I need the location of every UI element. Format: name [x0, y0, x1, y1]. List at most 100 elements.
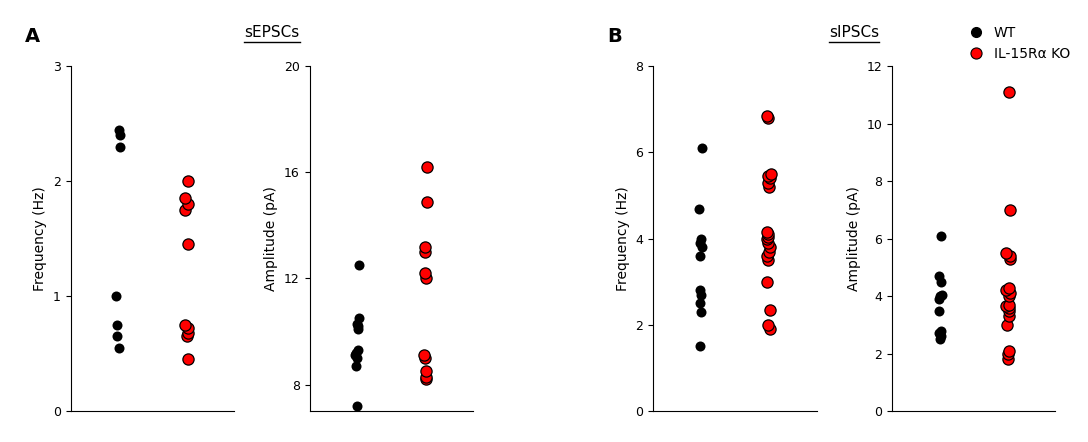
Point: [759, 257, 777, 264]
Point: [691, 343, 708, 350]
Point: [931, 307, 949, 314]
Point: [759, 231, 777, 238]
Point: [759, 321, 777, 328]
Point: [690, 205, 707, 212]
Point: [759, 114, 777, 122]
Point: [347, 349, 364, 356]
Point: [417, 243, 434, 250]
Point: [349, 323, 367, 330]
Point: [108, 293, 125, 300]
Y-axis label: Frequency (Hz): Frequency (Hz): [616, 187, 630, 291]
Point: [999, 321, 1016, 328]
Point: [110, 344, 127, 351]
Point: [180, 178, 197, 185]
Point: [180, 325, 197, 332]
Point: [758, 252, 776, 259]
Point: [348, 354, 366, 362]
Point: [762, 244, 779, 251]
Point: [692, 291, 709, 298]
Point: [178, 333, 196, 340]
Point: [693, 244, 710, 251]
Point: [348, 402, 366, 409]
Point: [998, 249, 1015, 256]
Point: [930, 330, 948, 337]
Point: [417, 354, 434, 362]
Point: [692, 309, 709, 316]
Point: [178, 201, 196, 208]
Point: [691, 300, 708, 307]
Point: [999, 350, 1016, 357]
Point: [758, 112, 776, 119]
Point: [692, 252, 709, 259]
Point: [932, 333, 950, 340]
Point: [1001, 290, 1018, 297]
Point: [691, 287, 708, 294]
Point: [110, 126, 127, 133]
Point: [1001, 293, 1018, 300]
Point: [178, 356, 196, 363]
Point: [176, 321, 194, 328]
Point: [758, 229, 776, 236]
Point: [416, 352, 433, 359]
Point: [759, 248, 777, 255]
Point: [759, 173, 777, 180]
Y-axis label: Frequency (Hz): Frequency (Hz): [34, 187, 48, 291]
Point: [1000, 313, 1017, 320]
Point: [108, 321, 125, 328]
Point: [349, 325, 367, 332]
Point: [176, 206, 194, 213]
Point: [931, 293, 949, 300]
Point: [180, 241, 197, 248]
Point: [350, 315, 368, 322]
Point: [111, 143, 128, 150]
Point: [758, 235, 776, 242]
Point: [419, 164, 436, 171]
Point: [418, 368, 435, 375]
Y-axis label: Amplitude (pA): Amplitude (pA): [846, 186, 861, 291]
Text: sIPSCs: sIPSCs: [829, 25, 879, 40]
Point: [932, 291, 950, 298]
Text: sEPSCs: sEPSCs: [245, 25, 299, 40]
Point: [1001, 284, 1018, 291]
Point: [997, 287, 1014, 294]
Point: [931, 336, 949, 343]
Point: [418, 198, 435, 205]
Point: [692, 235, 709, 242]
Point: [176, 195, 194, 202]
Point: [1000, 301, 1017, 309]
Point: [761, 183, 778, 191]
Point: [349, 347, 367, 354]
Point: [1000, 307, 1017, 314]
Point: [111, 132, 128, 139]
Point: [759, 233, 777, 240]
Point: [417, 270, 434, 277]
Point: [1000, 347, 1017, 354]
Point: [1001, 206, 1018, 213]
Point: [759, 179, 777, 186]
Point: [416, 248, 433, 255]
Point: [418, 275, 435, 282]
Legend: WT, IL-15Rα KO: WT, IL-15Rα KO: [956, 20, 1076, 66]
Point: [418, 373, 435, 380]
Point: [762, 306, 779, 313]
Point: [930, 272, 948, 280]
Point: [348, 320, 366, 327]
Point: [350, 262, 368, 269]
Point: [998, 303, 1015, 310]
Point: [1001, 88, 1018, 96]
Point: [180, 329, 197, 336]
Point: [348, 362, 366, 370]
Point: [109, 333, 126, 340]
Point: [930, 296, 948, 303]
Point: [932, 327, 950, 334]
Point: [693, 145, 710, 152]
Point: [1001, 252, 1018, 259]
Point: [1001, 255, 1018, 263]
Point: [762, 171, 779, 178]
Point: [762, 326, 779, 333]
Point: [691, 240, 708, 247]
Point: [418, 376, 435, 383]
Point: [931, 232, 949, 240]
Point: [932, 278, 950, 286]
Text: A: A: [25, 27, 40, 46]
